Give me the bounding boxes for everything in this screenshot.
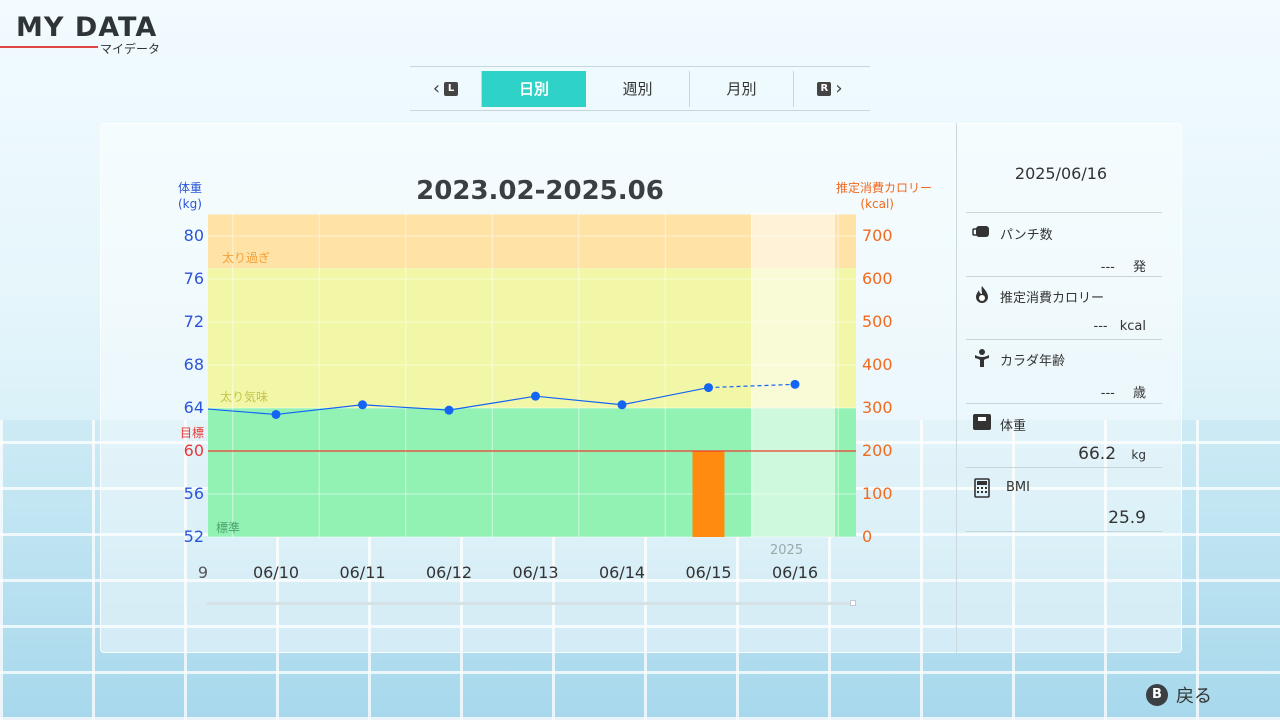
y1-axis-label-name: 体重 xyxy=(178,181,203,195)
weight-point xyxy=(271,409,281,419)
r-button-icon: R xyxy=(817,81,832,96)
selected-date: 2025/06/16 xyxy=(1014,164,1108,183)
y1-axis-label-unit: (kg) xyxy=(178,197,202,211)
calorie-unit: kcal xyxy=(1119,319,1146,334)
l-button-icon: L xyxy=(444,81,459,96)
y1-tick-label: 60 xyxy=(183,441,204,460)
sidebar-rule xyxy=(966,276,1162,277)
x-tick-label: 06/16 xyxy=(771,563,819,582)
body-age-label: カラダ年齢 xyxy=(1000,354,1066,369)
y2-tick-label: 200 xyxy=(862,441,893,460)
weight-number: 66.2 xyxy=(1078,444,1117,464)
calorie-label: 推定消費カロリー xyxy=(1000,291,1105,306)
chevron-left-icon: ‹ xyxy=(432,78,441,99)
weight-point xyxy=(704,383,713,393)
calorie-value: --- kcal xyxy=(1094,319,1146,334)
tab-daily[interactable]: 日別 xyxy=(482,70,586,107)
app-title: MY DATA xyxy=(16,12,158,43)
punch-count-label: パンチ数 xyxy=(1000,228,1053,243)
y2-axis-label-unit: (kcal) xyxy=(860,197,894,211)
weight-point xyxy=(444,405,454,415)
sidebar-rule xyxy=(966,467,1162,468)
punch-count-number: --- xyxy=(1100,260,1115,275)
weight-line-dashed xyxy=(708,383,796,389)
body-age-value: --- 歳 xyxy=(1101,382,1146,401)
body-age-unit: 歳 xyxy=(1132,386,1146,401)
y2-tick-label: 600 xyxy=(862,269,893,288)
body-age-number: --- xyxy=(1100,386,1115,401)
x-tick-label: 06/14 xyxy=(598,563,646,582)
sidebar-rule xyxy=(966,403,1162,404)
weight-unit: kg xyxy=(1131,448,1146,462)
y1-tick-label: 56 xyxy=(183,484,204,503)
y2-tick-label: 700 xyxy=(862,226,893,245)
tab-next-button[interactable]: R › xyxy=(794,71,866,107)
muscle-icon xyxy=(972,348,992,368)
calorie-number: --- xyxy=(1093,319,1108,334)
y1-tick-label: 72 xyxy=(183,312,204,331)
back-button[interactable]: B 戻る xyxy=(1146,682,1212,708)
y2-tick-label: 400 xyxy=(862,355,893,374)
x-tick-label: 06/15 xyxy=(685,563,732,582)
y1-tick-label: 80 xyxy=(183,226,204,245)
weight-label: 体重 xyxy=(1000,419,1027,434)
zone-label-slightly-over: 太り気味 xyxy=(220,390,269,404)
y2-tick-label: 100 xyxy=(862,484,893,503)
bmi-label: BMI xyxy=(1006,480,1030,495)
tab-monthly[interactable]: 月別 xyxy=(690,70,794,107)
sidebar-rule xyxy=(966,531,1162,532)
y2-tick-label: 300 xyxy=(862,398,893,417)
chart-title: 2023.02-2025.06 xyxy=(416,176,664,206)
x-tick-label: 06/10 xyxy=(252,563,300,582)
weight-point xyxy=(617,400,627,410)
sidebar-rule xyxy=(966,339,1162,340)
zone-label-standard: 標準 xyxy=(216,521,241,535)
b-button-icon: B xyxy=(1146,684,1168,706)
y1-tick-label: 52 xyxy=(183,527,204,546)
flame-icon xyxy=(972,285,992,305)
y1-tick-label: 76 xyxy=(183,269,204,288)
tab-prev-button[interactable]: ‹ L xyxy=(410,70,482,107)
weight-point xyxy=(358,400,367,410)
zone-band xyxy=(208,408,856,537)
y1-tick-label: 68 xyxy=(183,355,204,374)
y2-axis-label: 推定消費カロリー (kcal) xyxy=(822,180,932,212)
weight-point xyxy=(531,391,540,401)
app-subtitle: マイデータ xyxy=(100,42,161,56)
y1-axis-label: 体重 (kg) xyxy=(178,180,202,212)
back-label: 戻る xyxy=(1176,686,1212,707)
punch-count-unit: 発 xyxy=(1132,260,1146,275)
y2-tick-label: 500 xyxy=(862,312,893,331)
zone-band xyxy=(208,214,856,269)
tab-weekly[interactable]: 週別 xyxy=(586,70,690,107)
sidebar-rule xyxy=(966,212,1162,213)
chart-scrollbar[interactable] xyxy=(206,600,856,606)
y1-tick-label: 64 xyxy=(183,398,204,417)
period-tabs: ‹ L 日別 週別 月別 R › xyxy=(410,66,870,111)
y2-tick-label: 0 xyxy=(862,527,873,546)
x-tick-label: 06/11 xyxy=(339,563,386,582)
scrollbar-thumb[interactable] xyxy=(850,600,856,606)
weight-point xyxy=(790,379,800,389)
punch-icon xyxy=(972,222,992,242)
zone-band xyxy=(208,268,856,408)
title-underline xyxy=(0,46,98,48)
bmi-value: 25.9 xyxy=(1108,508,1146,528)
x-tick-label: 06/12 xyxy=(425,563,473,582)
x-tick-label: 06/13 xyxy=(512,563,559,582)
calorie-bar xyxy=(692,451,725,537)
zone-label-over: 太り過ぎ xyxy=(222,251,271,265)
chevron-right-icon: › xyxy=(835,78,843,99)
calculator-icon xyxy=(972,478,992,498)
x-tick-partial: 9 xyxy=(197,563,208,582)
sidebar-divider xyxy=(956,123,957,653)
scale-icon xyxy=(972,412,992,432)
goal-label: 目標 xyxy=(180,426,205,440)
selected-day-highlight xyxy=(751,212,835,537)
punch-count-value: --- 発 xyxy=(1101,256,1146,275)
y2-axis-label-name: 推定消費カロリー xyxy=(835,181,932,195)
year-label: 2025 xyxy=(770,543,804,558)
weight-value: 66.2 kg xyxy=(1078,444,1146,464)
